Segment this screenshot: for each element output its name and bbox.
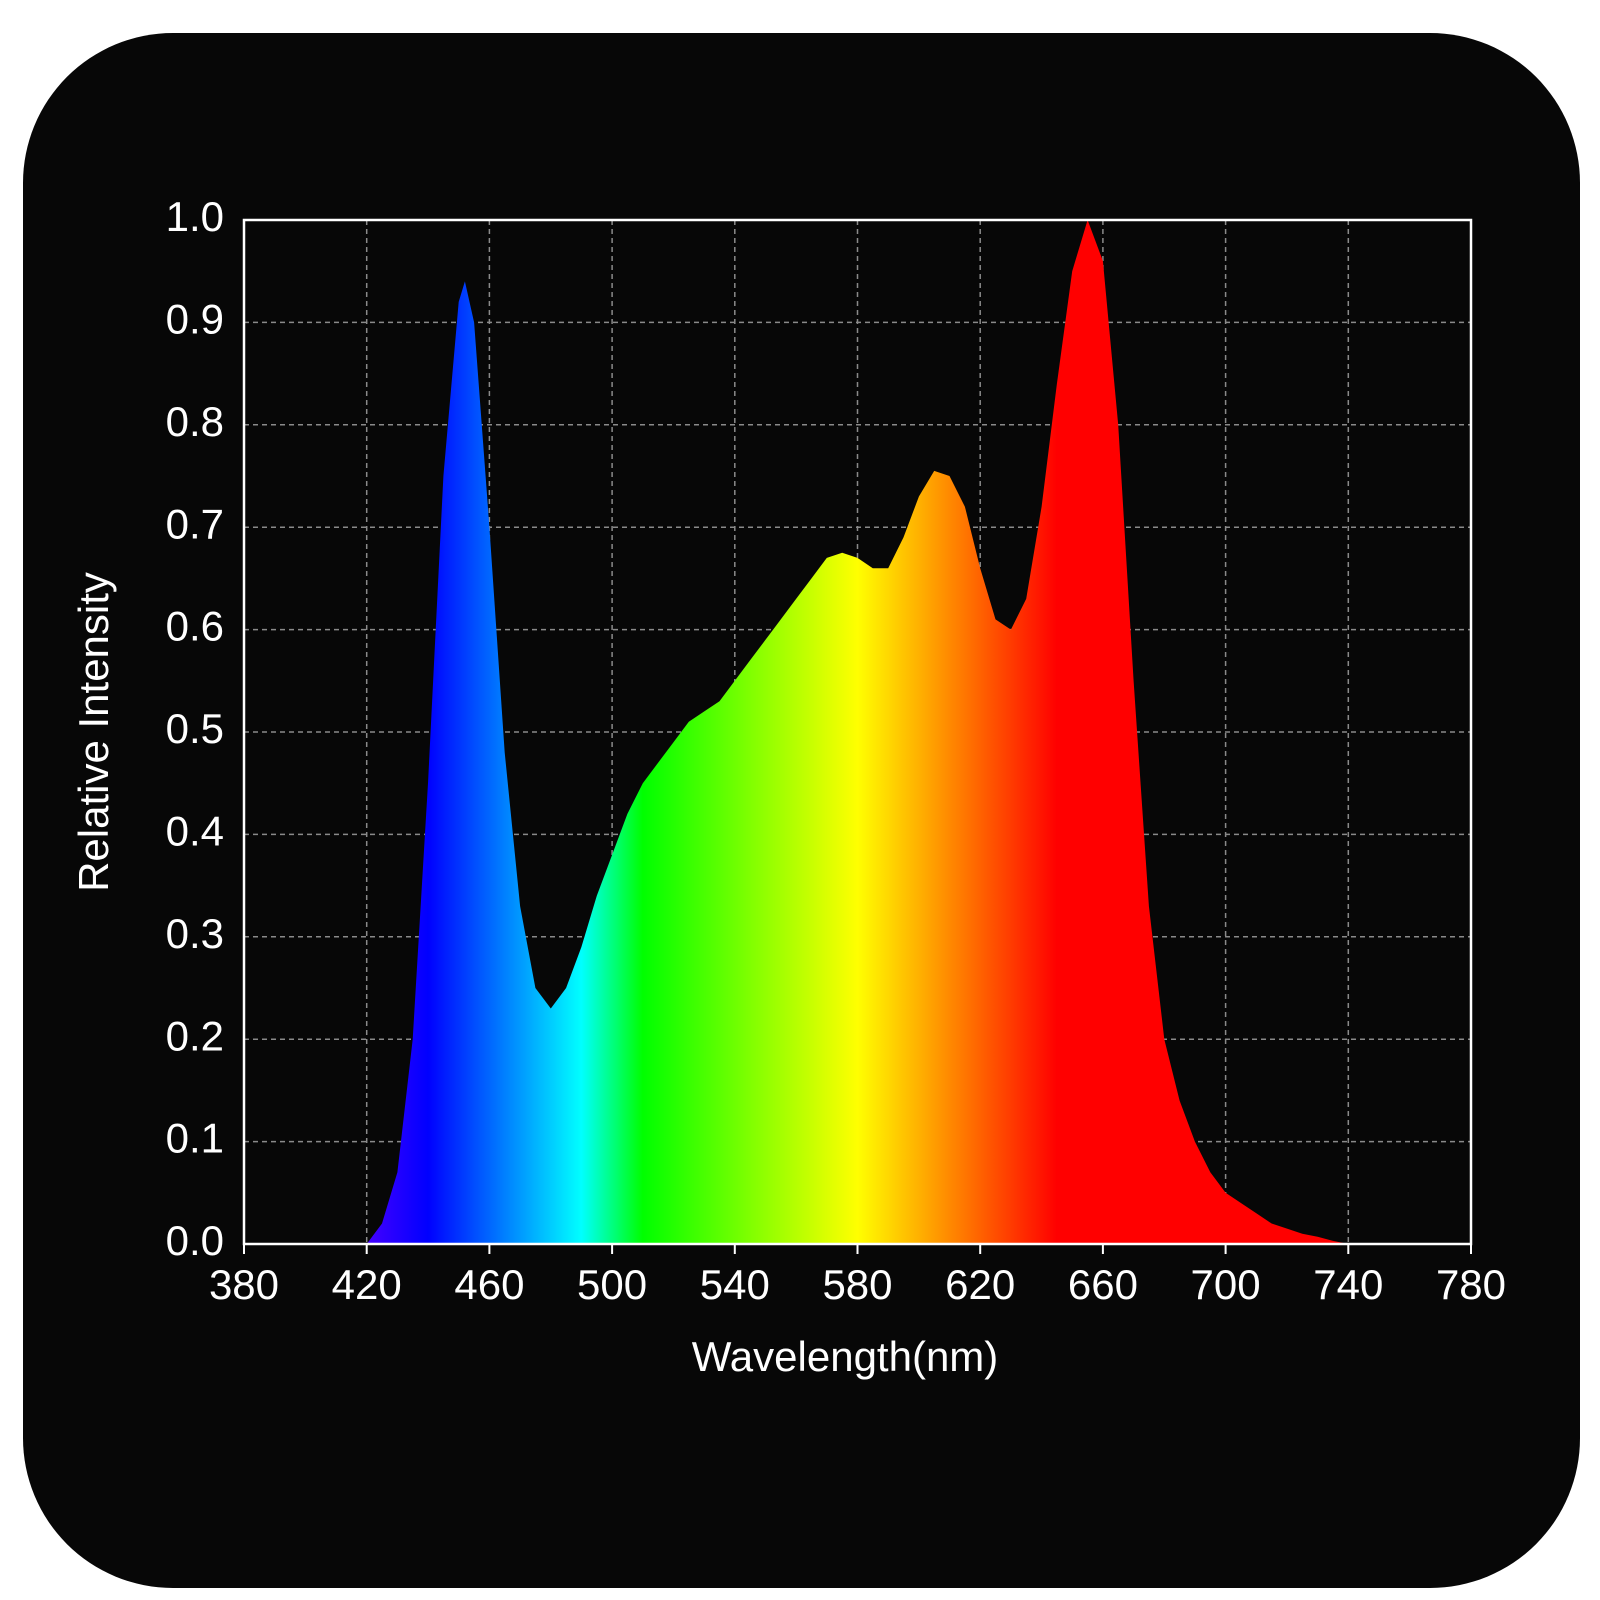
- plot-frame: [242, 218, 1473, 1246]
- x-tick-label: 740: [1313, 1261, 1383, 1308]
- x-tick-label: 500: [577, 1261, 647, 1308]
- y-tick-label: 0.7: [166, 500, 224, 547]
- y-tick-label: 0.1: [166, 1115, 224, 1162]
- spectrum-area: [366, 220, 1349, 1244]
- x-tick-label: 660: [1068, 1261, 1138, 1308]
- y-tick-label: 0.0: [166, 1217, 224, 1264]
- y-tick-label: 1.0: [166, 193, 224, 240]
- y-tick-label: 0.9: [166, 295, 224, 342]
- x-tick-label: 380: [209, 1261, 279, 1308]
- y-tick-label: 0.2: [166, 1012, 224, 1059]
- y-tick-label: 0.4: [166, 807, 224, 854]
- y-tick-label: 0.3: [166, 910, 224, 957]
- y-tick-label: 0.8: [166, 398, 224, 445]
- x-tick-label: 540: [700, 1261, 770, 1308]
- x-tick-label: 700: [1191, 1261, 1261, 1308]
- x-tick-label: 620: [945, 1261, 1015, 1308]
- y-tick-label: 0.6: [166, 603, 224, 650]
- x-tick-label: 580: [822, 1261, 892, 1308]
- y-axis-label: Relative Intensity: [70, 572, 117, 892]
- y-tick-label: 0.5: [166, 705, 224, 752]
- x-tick-label: 420: [332, 1261, 402, 1308]
- x-tick-label: 460: [454, 1261, 524, 1308]
- x-tick-label: 780: [1436, 1261, 1506, 1308]
- x-axis-label: Wavelength(nm): [692, 1333, 999, 1380]
